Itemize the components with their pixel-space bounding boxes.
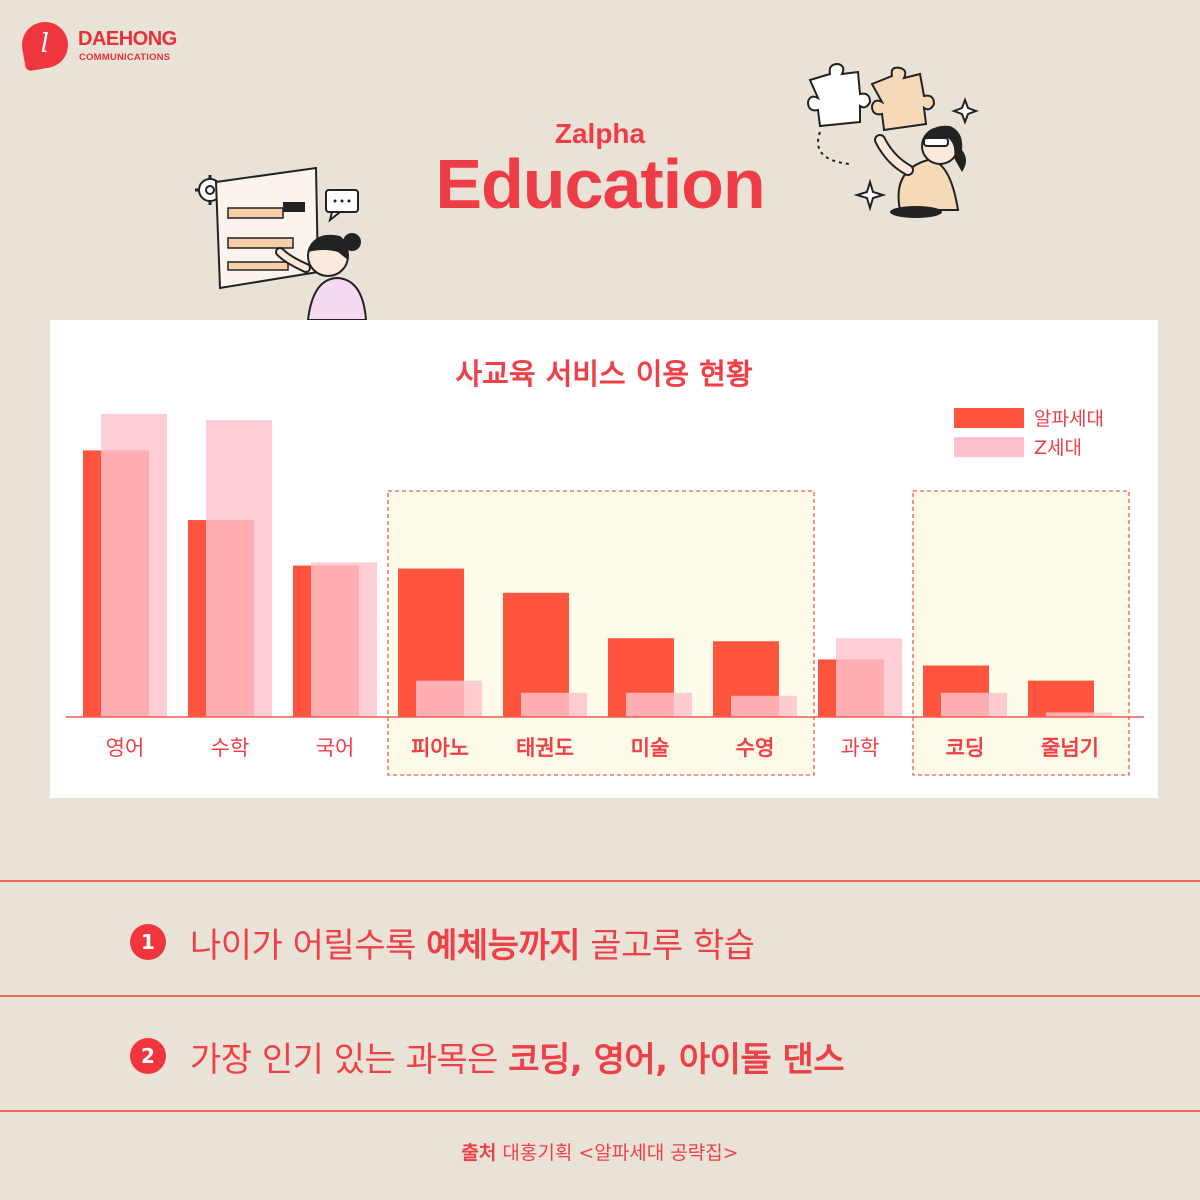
point-1: 1 나이가 어릴수록 예체능까지 골고루 학습 (130, 917, 1130, 967)
headline-subtitle: Zalpha (554, 118, 646, 149)
bar-alpha-9 (1028, 680, 1094, 717)
legend-swatch-2 (954, 437, 1024, 457)
headline: Zalpha Education (0, 118, 1200, 223)
girl-with-webpage-illustration (195, 166, 368, 321)
brand-logo: l DAEHONG COMMUNICATIONS (18, 18, 222, 72)
bar-z-6 (731, 695, 797, 717)
point-2-number-badge: 2 (130, 1038, 166, 1074)
bar-z-2 (311, 562, 377, 717)
person-with-puzzle-illustration (806, 62, 979, 218)
x-tick-label: 줄넘기 (1041, 736, 1099, 760)
headline-title: Education (435, 145, 765, 223)
x-tick-label: 영어 (106, 736, 145, 760)
legend-label-2: Z세대 (1034, 437, 1082, 459)
point-1-text: 나이가 어릴수록 예체능까지 골고루 학습 (190, 925, 755, 966)
x-tick-label: 미술 (631, 736, 670, 760)
bar-z-0 (101, 414, 167, 717)
bar-z-5 (626, 692, 692, 717)
divider-middle (0, 995, 1200, 997)
chart-title: 사교육 서비스 이용 현황 (455, 357, 752, 391)
divider-top (0, 880, 1200, 882)
divider-bottom (0, 1110, 1200, 1112)
brand-name: DAEHONG (78, 28, 177, 50)
x-tick-label: 피아노 (411, 736, 469, 760)
chart-card: 영어 수학 국어 피아노 태권도 미술 수영 과학 코딩 줄넘기 사교육 서비스 이용 현황 알파… (50, 320, 1158, 798)
bar-z-8 (941, 692, 1007, 717)
x-tick-label: 태권도 (516, 736, 574, 760)
source-note: 출처 대홍기획 <알파세대 공략집> (461, 1142, 739, 1164)
bar-z-3 (416, 680, 482, 717)
brand-sub: COMMUNICATIONS (79, 52, 171, 63)
girl-icon (275, 233, 368, 321)
puzzle-piece-icon (806, 62, 936, 132)
bar-chart: 영어 수학 국어 피아노 태권도 미술 수영 과학 코딩 줄넘기 사교육 서비스 이용 현황 알파… (66, 357, 1144, 776)
highlight-box-2 (912, 490, 1130, 776)
legend-swatch-1 (954, 408, 1024, 428)
logo-mark-icon: l (18, 18, 72, 72)
x-tick-label: 코딩 (946, 736, 985, 760)
bar-z-7 (836, 638, 902, 717)
bar-z-4 (521, 692, 587, 717)
point-1-number-badge: 1 (130, 924, 166, 960)
bar-z-1 (206, 420, 272, 717)
point-2: 2 가장 인기 있는 과목은 코딩, 영어, 아이돌 댄스 (130, 1031, 1130, 1081)
point-2-text: 가장 인기 있는 과목은 코딩, 영어, 아이돌 댄스 (190, 1039, 845, 1080)
x-tick-label: 국어 (316, 736, 355, 760)
bar-z-9 (1046, 712, 1112, 717)
person-icon (874, 125, 966, 218)
legend-label-1: 알파세대 (1034, 408, 1104, 430)
x-tick-label: 수영 (736, 736, 775, 760)
x-tick-label: 수학 (211, 736, 250, 760)
sparkle-icon (853, 97, 979, 212)
x-tick-label: 과학 (841, 736, 880, 760)
speech-bubble-icon (325, 189, 359, 223)
